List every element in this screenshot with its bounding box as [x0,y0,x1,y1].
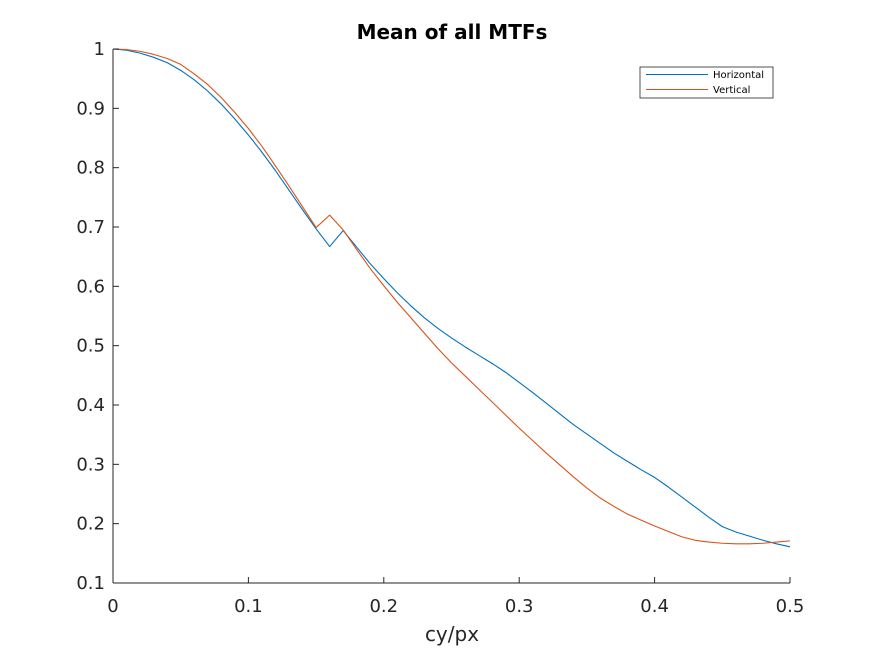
x-tick-label: 0.1 [234,596,263,617]
plot-area [112,48,791,548]
legend: Horizontal Vertical [639,66,774,99]
y-tick-label: 0.2 [76,514,105,535]
x-tick-label: 0.2 [369,596,398,617]
legend-box [639,66,774,99]
y-tick-label: 0.4 [76,395,105,416]
series-line-horizontal [112,48,791,548]
y-tick-label: 0.8 [76,158,105,179]
legend-label-horizontal: Horizontal [713,70,764,81]
x-tick-label: 0 [107,596,118,617]
y-tick-label: 0.6 [76,276,105,297]
y-tick-label: 0.1 [76,573,105,594]
x-tick-label: 0.3 [505,596,534,617]
x-tick-label: 0.4 [640,596,669,617]
axes [112,49,790,584]
y-tick-label: 0.5 [76,336,105,357]
chart-title: Mean of all MTFs [357,20,548,44]
series-line-vertical [112,48,791,545]
legend-label-vertical: Vertical [713,85,750,96]
x-axis-label: cy/px [425,622,479,646]
x-tick-label: 0.5 [776,596,805,617]
y-tick-label: 0.7 [76,217,105,238]
y-tick-label: 0.3 [76,454,105,475]
y-tick-label: 1 [94,39,105,60]
y-tick-label: 0.9 [76,98,105,119]
ticks: 0 0.1 0.2 0.3 0.4 0.50.10.20.30.40.50.60.70.8… [76,39,804,617]
